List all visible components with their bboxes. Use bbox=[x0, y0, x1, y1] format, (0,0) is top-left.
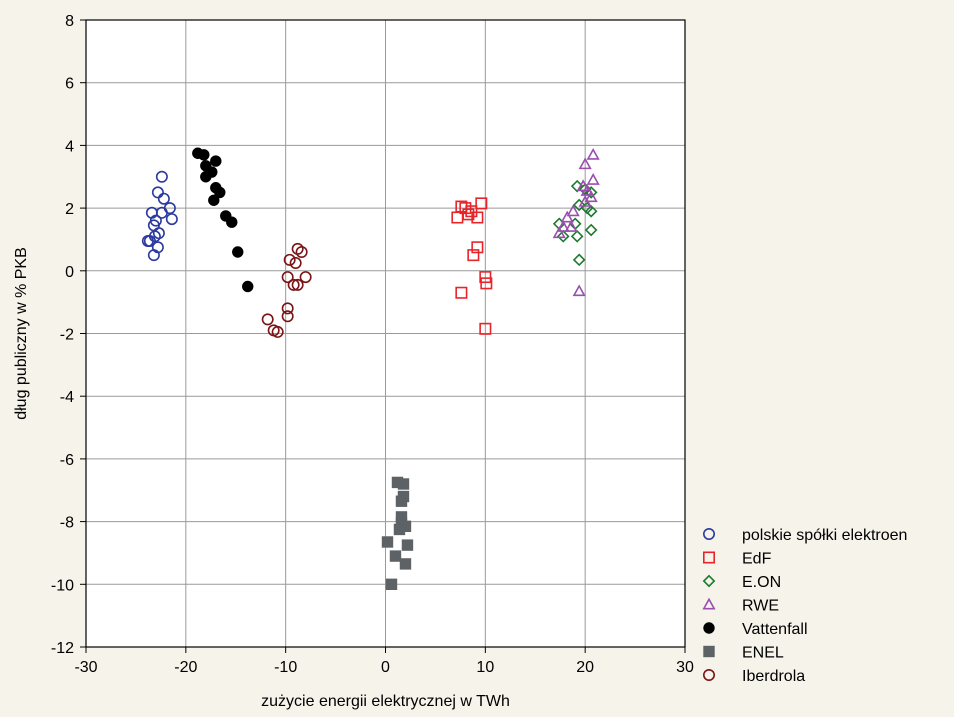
legend-label-0: polskie spółki elektroen bbox=[742, 527, 907, 544]
data-point-series-4 bbox=[200, 171, 212, 183]
data-point-series-1 bbox=[451, 211, 464, 224]
data-point-series-3 bbox=[552, 226, 566, 239]
data-point-series-2 bbox=[584, 204, 598, 218]
data-point-series-5 bbox=[401, 539, 414, 551]
legend-label-5: ENEL bbox=[742, 645, 784, 662]
data-point-series-3 bbox=[578, 194, 592, 207]
legend-marker-5 bbox=[703, 645, 715, 658]
legend-marker-3 bbox=[702, 597, 716, 610]
data-point-series-6 bbox=[261, 313, 274, 326]
data-point-series-5 bbox=[397, 478, 410, 490]
data-point-series-3 bbox=[564, 220, 578, 232]
x-axis-label: zużycie energii elektrycznej w TWh bbox=[261, 693, 510, 710]
data-point-series-1 bbox=[467, 249, 480, 262]
data-point-series-5 bbox=[389, 550, 402, 562]
data-point-series-6 bbox=[281, 302, 294, 315]
data-point-series-6 bbox=[289, 256, 302, 269]
data-point-series-0 bbox=[143, 235, 156, 248]
legend-label-4: Vattenfall bbox=[742, 621, 808, 638]
data-point-series-4 bbox=[214, 186, 226, 199]
data-point-series-2 bbox=[572, 253, 586, 267]
data-point-series-5 bbox=[385, 578, 398, 590]
data-point-series-6 bbox=[287, 278, 300, 291]
data-point-series-1 bbox=[480, 277, 493, 290]
y-tick-label: 8 bbox=[65, 13, 74, 30]
data-point-series-5 bbox=[399, 558, 412, 570]
data-point-series-1 bbox=[479, 322, 492, 335]
data-point-series-3 bbox=[572, 284, 586, 297]
legend-marker-0 bbox=[702, 527, 715, 540]
x-tick-label: 10 bbox=[476, 659, 494, 676]
x-tick-label: -20 bbox=[174, 659, 197, 676]
y-tick-label: -2 bbox=[60, 327, 74, 344]
y-axis-label: dług publiczny w % PKB bbox=[13, 247, 30, 420]
legend-label-1: EdF bbox=[742, 551, 772, 568]
data-point-series-1 bbox=[479, 271, 492, 284]
data-point-series-6 bbox=[283, 253, 296, 266]
data-point-series-6 bbox=[271, 325, 284, 338]
y-tick-label: 6 bbox=[65, 76, 74, 93]
data-point-series-6 bbox=[295, 245, 308, 258]
x-tick-label: -10 bbox=[274, 659, 297, 676]
data-point-series-4 bbox=[242, 280, 254, 293]
legend-label-6: Iberdrola bbox=[742, 668, 805, 685]
data-point-series-2 bbox=[570, 229, 584, 243]
data-point-series-3 bbox=[576, 179, 590, 192]
data-point-series-2 bbox=[584, 223, 598, 237]
data-point-series-6 bbox=[291, 278, 304, 291]
data-point-series-0 bbox=[151, 186, 164, 199]
x-tick-label: 30 bbox=[676, 659, 694, 676]
legend-label-2: E.ON bbox=[742, 574, 781, 591]
data-point-series-0 bbox=[157, 192, 170, 205]
data-point-series-3 bbox=[556, 220, 570, 232]
legend-marker-1 bbox=[702, 551, 715, 564]
data-point-series-5 bbox=[393, 523, 406, 536]
data-point-series-3 bbox=[584, 190, 598, 203]
data-point-series-0 bbox=[165, 213, 178, 226]
data-point-series-1 bbox=[455, 286, 468, 299]
y-tick-label: -6 bbox=[60, 452, 74, 469]
data-point-series-6 bbox=[299, 271, 312, 284]
data-point-series-4 bbox=[232, 246, 244, 258]
data-point-series-5 bbox=[395, 495, 408, 507]
y-tick-label: 2 bbox=[65, 201, 74, 218]
legend-marker-2 bbox=[702, 574, 716, 588]
y-tick-label: -4 bbox=[60, 389, 74, 406]
legend-marker-4 bbox=[703, 622, 715, 634]
data-point-series-4 bbox=[208, 194, 220, 206]
data-point-series-3 bbox=[578, 157, 592, 170]
data-point-series-3 bbox=[580, 184, 594, 196]
y-tick-label: -12 bbox=[51, 640, 74, 657]
data-point-series-4 bbox=[226, 216, 238, 228]
data-point-series-1 bbox=[471, 241, 484, 254]
data-point-series-2 bbox=[556, 229, 570, 243]
data-point-series-5 bbox=[381, 536, 394, 548]
x-tick-label: 0 bbox=[381, 659, 390, 676]
data-point-series-0 bbox=[147, 249, 160, 262]
data-point-series-2 bbox=[572, 198, 586, 212]
y-tick-label: 4 bbox=[65, 138, 74, 155]
legend-label-3: RWE bbox=[742, 598, 779, 615]
x-tick-label: 20 bbox=[576, 659, 594, 676]
data-point-series-4 bbox=[210, 155, 222, 167]
data-point-series-1 bbox=[475, 197, 488, 210]
data-point-series-3 bbox=[586, 147, 600, 160]
data-point-series-0 bbox=[155, 206, 168, 219]
data-point-series-3 bbox=[560, 210, 574, 223]
x-tick-label: -30 bbox=[74, 659, 97, 676]
data-point-series-3 bbox=[586, 173, 600, 185]
legend-marker-6 bbox=[702, 668, 715, 681]
data-point-series-4 bbox=[198, 149, 210, 161]
y-tick-label: 0 bbox=[65, 264, 74, 281]
y-tick-label: -10 bbox=[51, 577, 74, 594]
y-tick-label: -8 bbox=[60, 515, 74, 532]
data-point-series-0 bbox=[155, 170, 168, 183]
data-point-series-6 bbox=[281, 310, 294, 323]
data-point-series-1 bbox=[471, 211, 484, 224]
data-point-series-3 bbox=[566, 204, 580, 217]
data-point-series-6 bbox=[281, 271, 294, 284]
